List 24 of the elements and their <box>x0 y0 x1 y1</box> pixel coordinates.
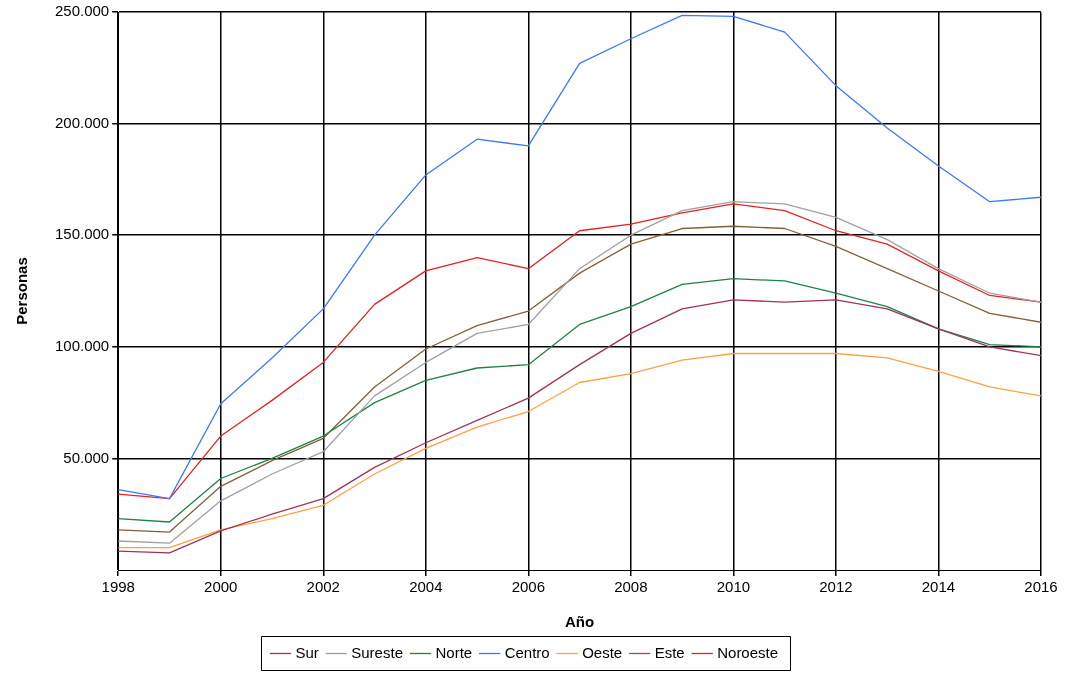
y-tick-label: 250.000 <box>54 2 110 20</box>
legend-label: Sureste <box>351 643 403 661</box>
x-tick-label: 2008 <box>614 578 648 596</box>
x-tick-label: 2006 <box>511 578 546 596</box>
legend-label: Oeste <box>582 643 623 661</box>
y-tick-label: 150.000 <box>54 225 110 243</box>
legend-label: Sur <box>295 643 319 661</box>
x-axis-title: Año <box>565 613 595 631</box>
x-tick-label: 2014 <box>921 578 956 596</box>
x-tick-label: 2000 <box>204 578 238 596</box>
x-tick-label: 2012 <box>819 578 853 596</box>
legend-label: Este <box>654 643 685 661</box>
y-tick-label: 100.000 <box>54 336 110 354</box>
y-tick-label: 200.000 <box>54 113 110 131</box>
y-axis-title: Personas <box>13 257 31 325</box>
x-tick-label: 2004 <box>409 578 443 596</box>
x-tick-label: 1998 <box>101 578 135 596</box>
legend-label: Noroeste <box>717 643 779 661</box>
x-tick-label: 2002 <box>306 578 340 596</box>
x-tick-label: 2016 <box>1024 578 1058 596</box>
y-tick-label: 50.000 <box>63 448 110 466</box>
x-tick-label: 2010 <box>716 578 751 596</box>
legend-label: Centro <box>504 643 550 661</box>
legend-label: Norte <box>435 643 473 661</box>
